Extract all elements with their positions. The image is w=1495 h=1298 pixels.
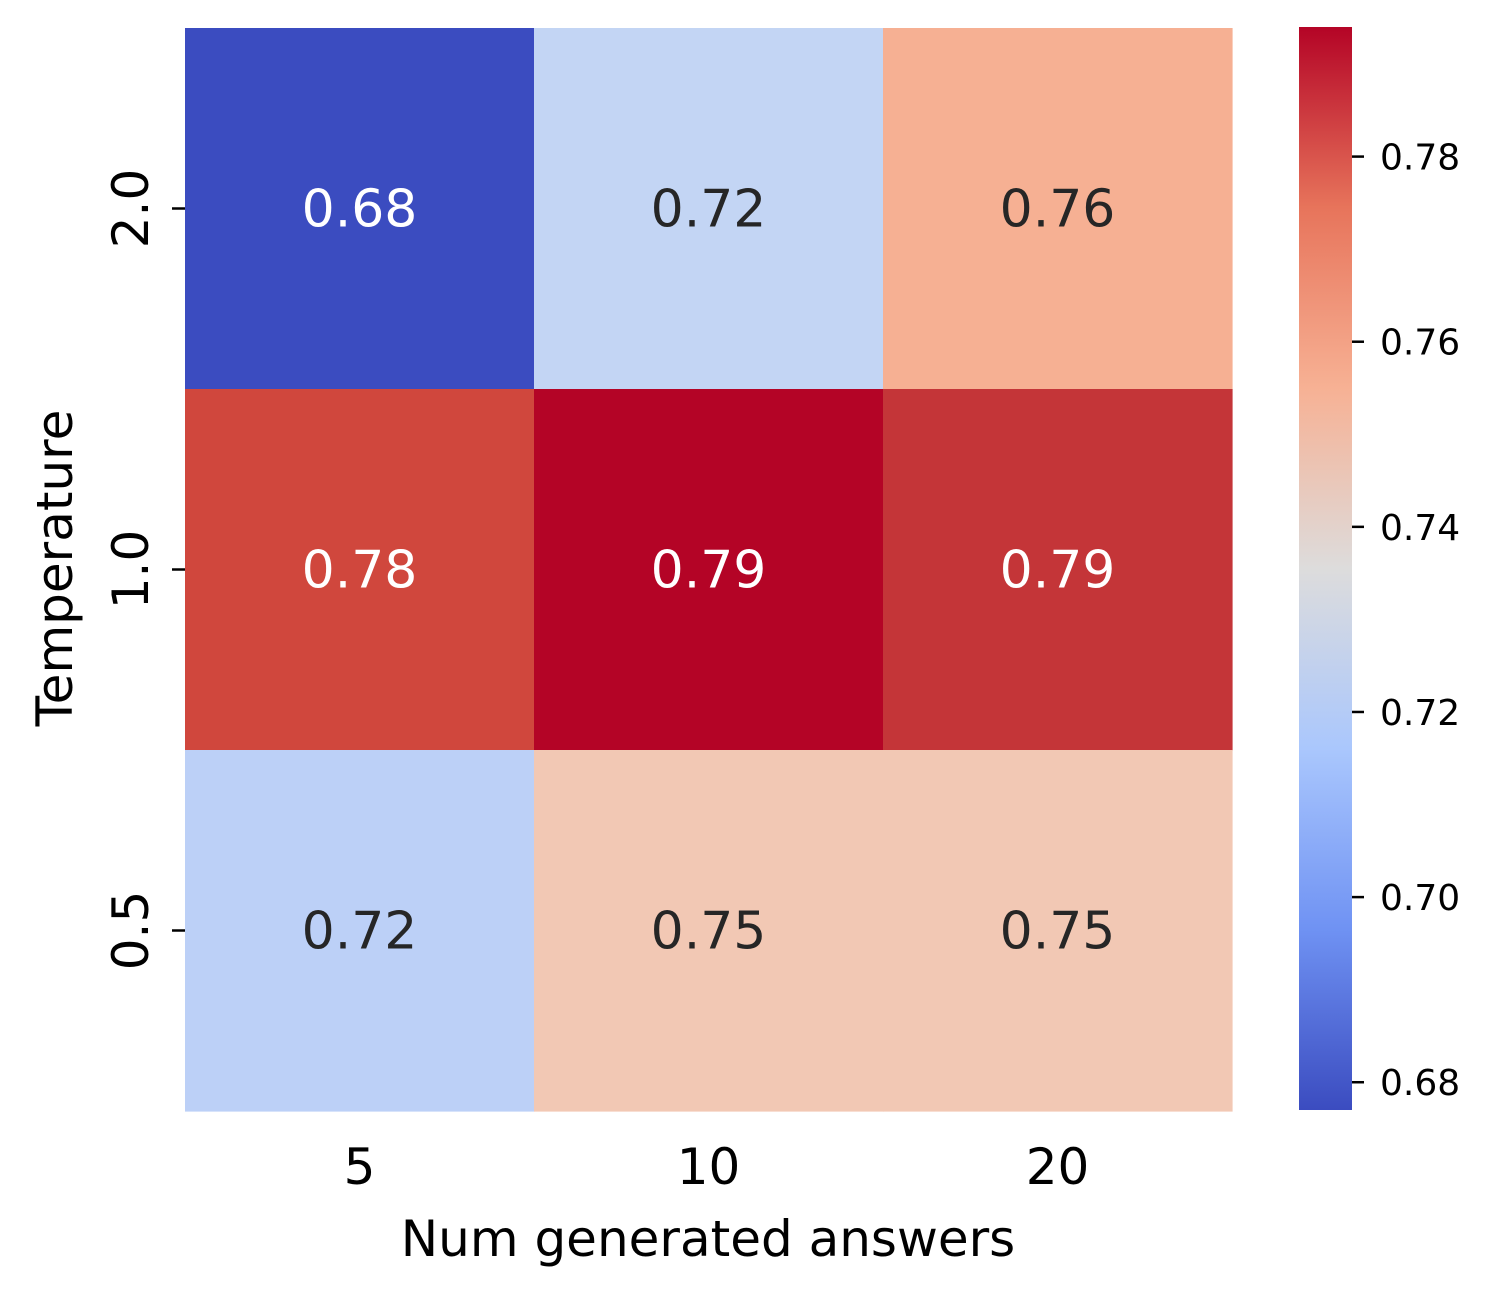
y-tick-label: 2.0 — [102, 169, 160, 249]
colorbar-tick-label: 0.70 — [1380, 878, 1460, 919]
cell-value-label: 0.68 — [302, 180, 418, 240]
heatmap-cell — [883, 389, 1233, 751]
x-tick-label: 10 — [677, 1138, 741, 1196]
colorbar — [1299, 27, 1352, 1110]
colorbar-ticks: 0.68 0.70 0.72 0.74 0.76 0.78 — [1352, 138, 1460, 1104]
colorbar-tick-label: 0.68 — [1380, 1063, 1460, 1104]
heatmap-cell — [185, 389, 535, 751]
x-axis-label: Num generated answers — [401, 1210, 1015, 1268]
x-tick-label: 20 — [1026, 1138, 1090, 1196]
heatmap-value-labels: 0.68 0.72 0.76 0.78 0.79 0.79 0.72 0.75 0.75 — [302, 180, 1116, 962]
y-tick-label: 1.0 — [102, 530, 160, 610]
y-axis-label: Temperature — [26, 410, 84, 728]
cell-value-label: 0.72 — [651, 180, 767, 240]
heatmap-cells — [185, 28, 1233, 1112]
heatmap-cell — [883, 750, 1233, 1112]
cell-value-label: 0.72 — [302, 902, 418, 962]
colorbar-tick-label: 0.72 — [1380, 693, 1460, 734]
heatmap-cell — [534, 389, 884, 751]
cell-value-label: 0.79 — [1000, 541, 1116, 601]
cell-value-label: 0.78 — [302, 541, 418, 601]
x-axis: 5 10 20 — [344, 1138, 1090, 1196]
colorbar-tick-label: 0.76 — [1380, 323, 1460, 364]
y-axis: 2.0 1.0 0.5 — [102, 169, 185, 971]
colorbar-tick-label: 0.78 — [1380, 138, 1460, 179]
heatmap-cell — [534, 28, 884, 390]
colorbar-gradient — [1299, 27, 1352, 1110]
heatmap-cell — [185, 28, 535, 390]
x-tick-label: 5 — [344, 1138, 376, 1196]
cell-value-label: 0.75 — [1000, 902, 1116, 962]
heatmap-cell — [185, 750, 535, 1112]
heatmap-cell — [883, 28, 1233, 390]
cell-value-label: 0.79 — [651, 541, 767, 601]
colorbar-tick-label: 0.74 — [1380, 508, 1460, 549]
y-tick-label: 0.5 — [102, 891, 160, 971]
cell-value-label: 0.76 — [1000, 180, 1116, 240]
heatmap-cell — [534, 750, 884, 1112]
cell-value-label: 0.75 — [651, 902, 767, 962]
